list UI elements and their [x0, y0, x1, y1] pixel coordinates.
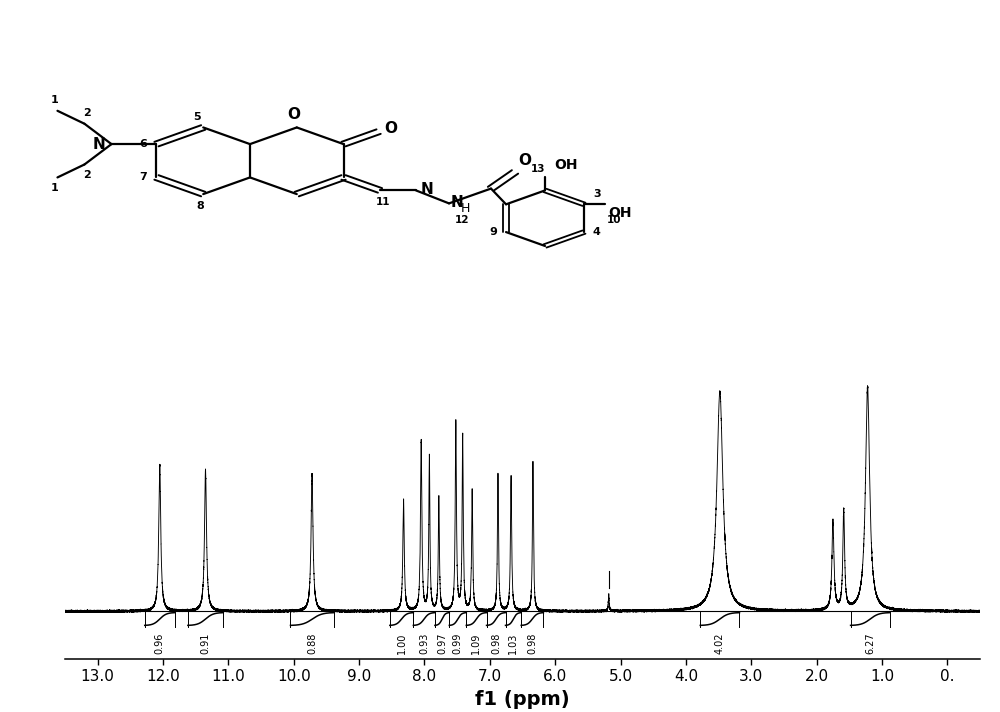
Text: 5: 5 — [193, 112, 201, 122]
Text: 3: 3 — [593, 189, 601, 199]
Text: 0.98: 0.98 — [491, 632, 501, 654]
Text: OH: OH — [554, 158, 578, 172]
Text: 1: 1 — [51, 183, 58, 193]
Text: N: N — [421, 182, 434, 197]
Text: 1: 1 — [51, 95, 58, 105]
Text: 1.03: 1.03 — [508, 632, 518, 654]
Text: 0.99: 0.99 — [453, 632, 463, 654]
Text: OH: OH — [608, 206, 631, 220]
Text: 0.91: 0.91 — [201, 632, 211, 654]
Text: O: O — [385, 121, 398, 136]
Text: 0.88: 0.88 — [307, 632, 317, 654]
Text: O: O — [287, 107, 300, 122]
Text: 0.96: 0.96 — [155, 632, 165, 654]
X-axis label: f1 (ppm): f1 (ppm) — [475, 690, 570, 708]
Text: 4.02: 4.02 — [715, 632, 725, 654]
Text: 2: 2 — [84, 170, 91, 180]
Text: 0.93: 0.93 — [419, 632, 429, 654]
Text: 8: 8 — [196, 201, 204, 211]
Text: 2: 2 — [84, 108, 91, 118]
Text: 7: 7 — [140, 172, 147, 182]
Text: 12: 12 — [455, 215, 469, 225]
Text: 0.98: 0.98 — [527, 632, 537, 654]
Text: 13: 13 — [531, 164, 545, 174]
Text: O: O — [518, 153, 531, 168]
Text: 1.00: 1.00 — [397, 632, 407, 654]
Text: 1.09: 1.09 — [471, 632, 481, 654]
Text: 0.97: 0.97 — [437, 632, 447, 654]
Text: 9: 9 — [489, 227, 497, 237]
Text: 6.27: 6.27 — [865, 632, 875, 654]
Text: 4: 4 — [593, 227, 601, 237]
Text: H: H — [461, 202, 470, 216]
Text: N: N — [93, 137, 105, 152]
Text: 11: 11 — [376, 197, 390, 207]
Text: N: N — [451, 195, 464, 210]
Text: 6: 6 — [140, 139, 147, 149]
Text: 10: 10 — [607, 215, 621, 225]
